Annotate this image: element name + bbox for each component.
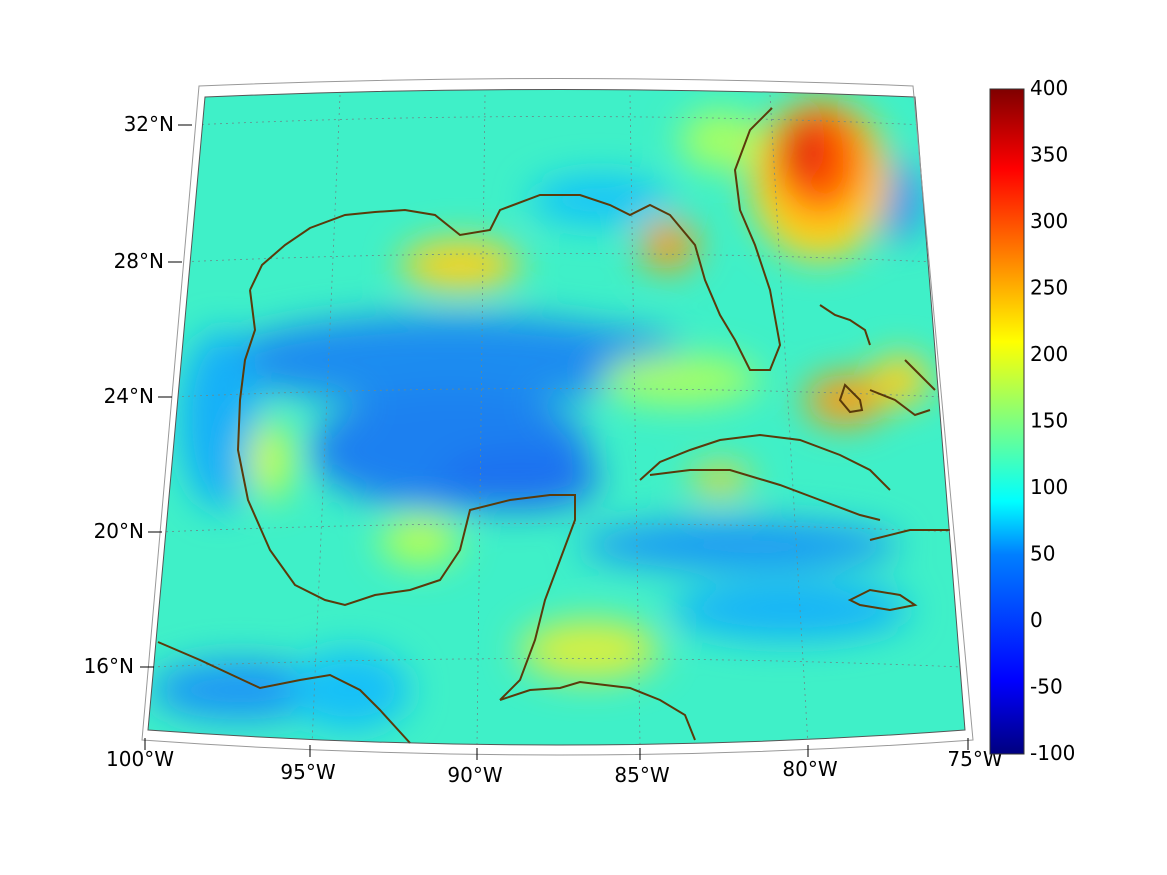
lon-label: 100°W <box>106 747 174 771</box>
colorbar-tick-label: 100 <box>1030 475 1068 499</box>
colorbar-tick-label: 150 <box>1030 409 1068 433</box>
lon-label: 85°W <box>614 763 669 787</box>
lat-label: 20°N <box>94 519 144 543</box>
lat-label: 24°N <box>104 384 154 408</box>
lon-label: 80°W <box>782 757 837 781</box>
colorbar-tick-labels: 400 350 300 250 200 150 100 50 0 -50 -100 <box>1030 76 1075 765</box>
colorbar-tick-label: 400 <box>1030 76 1068 100</box>
lat-label: 16°N <box>84 654 134 678</box>
coastlines <box>157 107 950 744</box>
lat-label: 28°N <box>114 249 164 273</box>
map-frame <box>147 89 966 746</box>
colorbar <box>989 88 1025 755</box>
colorbar-tick-label: 250 <box>1030 276 1068 300</box>
colorbar-tick-label: 0 <box>1030 608 1043 632</box>
map-outer-frame <box>141 78 974 756</box>
colorbar-tick-label: -50 <box>1030 675 1063 699</box>
colorbar-tick-label: 200 <box>1030 342 1068 366</box>
colorbar-tick-label: 300 <box>1030 209 1068 233</box>
data-field <box>148 89 965 745</box>
lat-label: 32°N <box>124 112 174 136</box>
colorbar-tick-label: 350 <box>1030 143 1068 167</box>
colorbar-tick-label: -100 <box>1030 741 1075 765</box>
latitude-labels: 32°N 28°N 24°N 20°N 16°N <box>84 112 174 678</box>
lon-label: 90°W <box>447 763 502 787</box>
graticule-lines <box>151 94 963 745</box>
lon-label: 95°W <box>280 760 335 784</box>
longitude-labels: 100°W95°W 90°W 85°W 80°W 75°W <box>106 747 1003 787</box>
colorbar-tick-label: 50 <box>1030 542 1055 566</box>
axis-ticks <box>140 124 969 760</box>
